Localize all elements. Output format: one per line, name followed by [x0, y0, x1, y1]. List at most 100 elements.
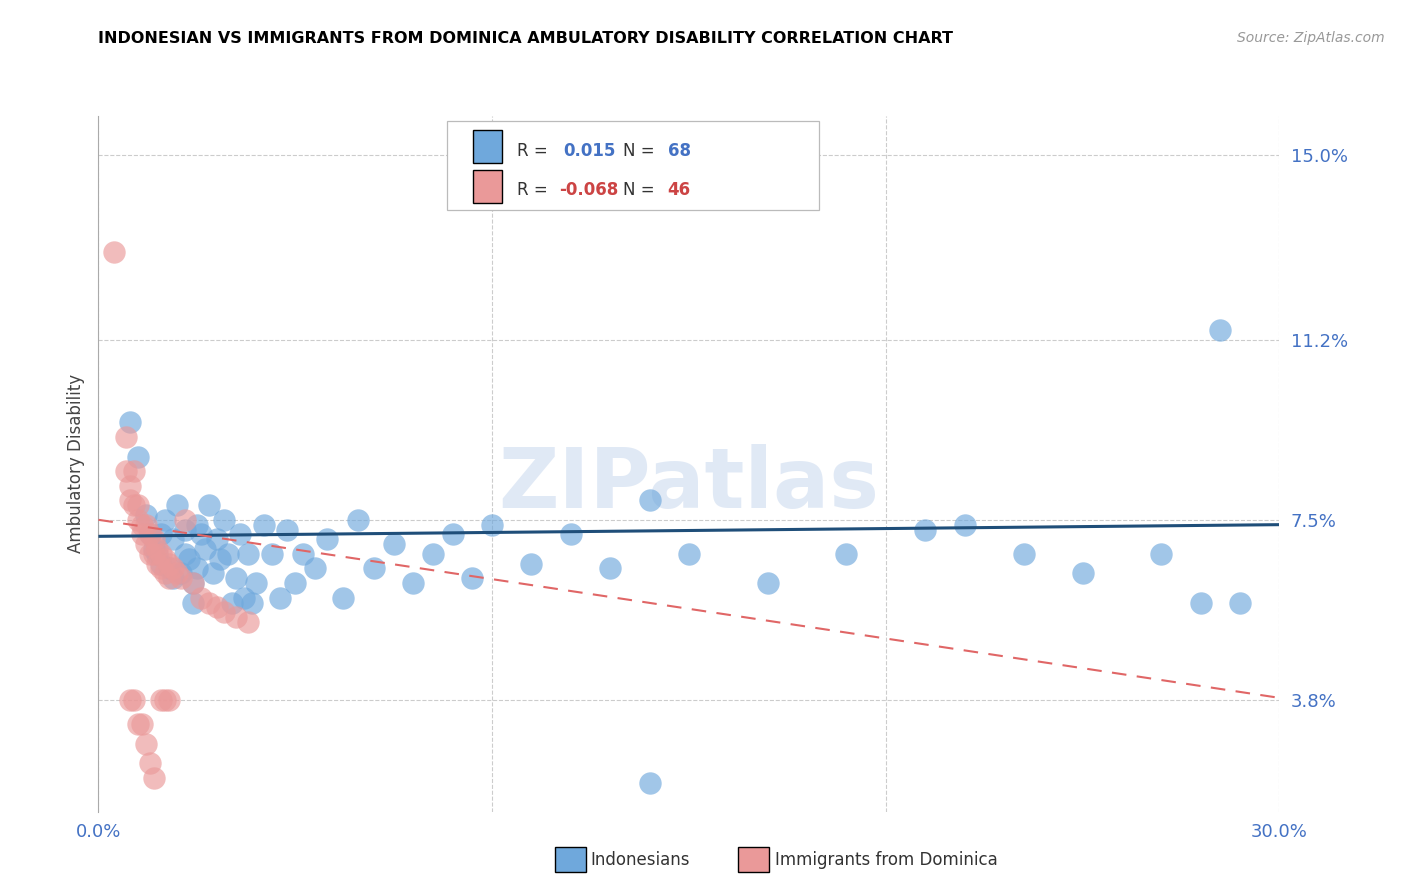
- Point: [225, 610, 247, 624]
- Text: 0.015: 0.015: [564, 142, 616, 160]
- Point: [233, 591, 256, 605]
- Point: [150, 561, 173, 575]
- Point: [304, 561, 326, 575]
- Point: [599, 561, 621, 575]
- Point: [181, 576, 204, 591]
- Text: R =: R =: [516, 142, 553, 160]
- Point: [214, 513, 236, 527]
- Point: [190, 527, 212, 541]
- Point: [127, 513, 149, 527]
- Point: [422, 547, 444, 561]
- Point: [245, 576, 267, 591]
- Point: [150, 527, 173, 541]
- Point: [162, 533, 184, 547]
- Point: [678, 547, 700, 561]
- Point: [205, 600, 228, 615]
- Point: [150, 693, 173, 707]
- Text: R =: R =: [516, 181, 553, 200]
- Text: 46: 46: [668, 181, 690, 200]
- Point: [138, 527, 160, 541]
- FancyBboxPatch shape: [472, 169, 502, 203]
- Point: [131, 717, 153, 731]
- Point: [103, 245, 125, 260]
- Point: [197, 498, 219, 512]
- Point: [118, 693, 141, 707]
- Point: [138, 527, 160, 541]
- Point: [157, 561, 180, 575]
- Point: [253, 517, 276, 532]
- Text: INDONESIAN VS IMMIGRANTS FROM DOMINICA AMBULATORY DISABILITY CORRELATION CHART: INDONESIAN VS IMMIGRANTS FROM DOMINICA A…: [98, 31, 953, 46]
- Point: [127, 450, 149, 464]
- Point: [225, 571, 247, 585]
- Point: [1071, 566, 1094, 581]
- Point: [181, 595, 204, 609]
- Point: [190, 591, 212, 605]
- Point: [914, 523, 936, 537]
- Text: N =: N =: [623, 142, 659, 160]
- Point: [157, 693, 180, 707]
- Point: [122, 498, 145, 512]
- Point: [1012, 547, 1035, 561]
- Point: [260, 547, 283, 561]
- Point: [181, 576, 204, 591]
- Point: [1189, 595, 1212, 609]
- FancyBboxPatch shape: [472, 130, 502, 163]
- Point: [638, 493, 661, 508]
- Point: [214, 605, 236, 619]
- Point: [284, 576, 307, 591]
- Point: [441, 527, 464, 541]
- Point: [197, 595, 219, 609]
- Point: [146, 547, 169, 561]
- Point: [142, 533, 165, 547]
- Point: [138, 547, 160, 561]
- Point: [135, 517, 157, 532]
- Point: [118, 479, 141, 493]
- Point: [332, 591, 354, 605]
- Point: [131, 517, 153, 532]
- Point: [953, 517, 976, 532]
- Y-axis label: Ambulatory Disability: Ambulatory Disability: [66, 375, 84, 553]
- Point: [174, 523, 197, 537]
- Point: [127, 717, 149, 731]
- Point: [209, 551, 232, 566]
- Point: [1229, 595, 1251, 609]
- Point: [461, 571, 484, 585]
- Point: [560, 527, 582, 541]
- Point: [155, 513, 177, 527]
- Point: [166, 566, 188, 581]
- Point: [221, 595, 243, 609]
- Point: [276, 523, 298, 537]
- Text: Immigrants from Dominica: Immigrants from Dominica: [775, 851, 997, 869]
- Point: [146, 557, 169, 571]
- Point: [1150, 547, 1173, 561]
- Point: [135, 508, 157, 522]
- Point: [155, 566, 177, 581]
- Point: [142, 547, 165, 561]
- Text: ZIPatlas: ZIPatlas: [499, 444, 879, 525]
- Point: [174, 513, 197, 527]
- Point: [347, 513, 370, 527]
- Point: [315, 533, 337, 547]
- Point: [138, 756, 160, 770]
- Text: Source: ZipAtlas.com: Source: ZipAtlas.com: [1237, 31, 1385, 45]
- Point: [201, 566, 224, 581]
- Point: [122, 693, 145, 707]
- Point: [157, 571, 180, 585]
- Point: [520, 557, 543, 571]
- Point: [118, 416, 141, 430]
- Point: [142, 541, 165, 556]
- Point: [481, 517, 503, 532]
- Point: [382, 537, 405, 551]
- Point: [269, 591, 291, 605]
- Point: [177, 551, 200, 566]
- Point: [1209, 323, 1232, 337]
- Point: [638, 775, 661, 789]
- Point: [236, 615, 259, 629]
- Point: [115, 430, 138, 444]
- Text: 68: 68: [668, 142, 690, 160]
- Point: [186, 517, 208, 532]
- Point: [217, 547, 239, 561]
- Point: [142, 771, 165, 785]
- Point: [174, 547, 197, 561]
- Point: [194, 541, 217, 556]
